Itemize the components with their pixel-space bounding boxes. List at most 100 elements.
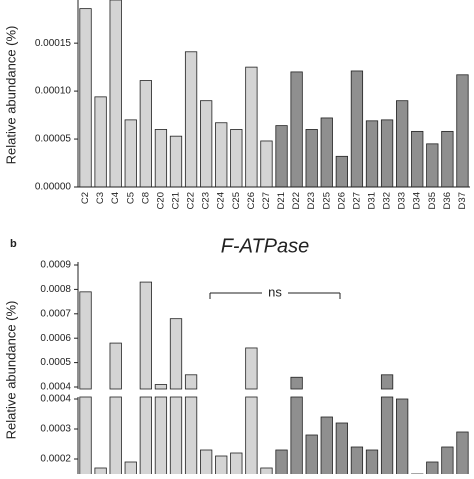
x-tick-label: D31 <box>367 192 378 209</box>
bar <box>109 0 122 188</box>
y-tick-label: 0.00010 <box>35 86 72 97</box>
y-tick-label: 0.00000 <box>35 182 72 193</box>
bar <box>305 434 318 477</box>
bar <box>396 398 409 477</box>
bar-upper <box>154 384 168 390</box>
bar-lower <box>184 396 198 477</box>
bar <box>335 422 348 477</box>
annotation: ns <box>268 284 282 299</box>
bar-lower <box>169 396 183 477</box>
bar <box>441 446 454 477</box>
bar <box>320 117 333 188</box>
bar <box>124 119 137 188</box>
bar-upper <box>139 281 152 390</box>
bar-upper <box>184 374 198 390</box>
y-tick-label: 0.0004 <box>40 382 71 393</box>
bar-upper <box>79 291 92 390</box>
x-tick-label: D26 <box>336 192 347 209</box>
bar-lower <box>139 396 152 477</box>
bar <box>456 431 469 477</box>
x-tick-label: C8 <box>140 192 151 204</box>
y-tick-label: 0.00015 <box>35 38 72 49</box>
x-tick-label: C26 <box>246 192 257 209</box>
x-tick-label: D37 <box>457 192 468 209</box>
bar <box>426 143 439 188</box>
x-tick-label: C3 <box>95 192 106 204</box>
bar <box>380 119 394 188</box>
bar <box>290 71 303 188</box>
bar <box>260 140 273 188</box>
bar <box>411 130 424 188</box>
y-tick-label: 0.0008 <box>40 284 71 295</box>
y-tick-label: 0.0007 <box>40 308 71 319</box>
y-axis-label: Relative abundance (%) <box>3 26 18 165</box>
bar-upper <box>380 374 394 390</box>
bar-upper <box>290 376 303 390</box>
x-tick-label: C24 <box>216 192 227 209</box>
x-tick-label: C4 <box>110 192 121 204</box>
bar <box>320 416 333 477</box>
bar <box>245 66 258 188</box>
bar <box>169 135 183 188</box>
bar <box>124 461 137 477</box>
y-tick-label: 0.0005 <box>40 357 71 368</box>
chart-title: F-ATPase <box>221 235 310 257</box>
x-tick-label: D21 <box>276 192 287 209</box>
bar <box>365 120 379 188</box>
x-tick-label: C5 <box>125 192 136 204</box>
x-tick-label: C2 <box>80 192 91 204</box>
bar-upper <box>109 342 122 390</box>
y-tick-label: 0.0004 <box>40 394 71 405</box>
x-tick-label: D27 <box>351 192 362 209</box>
y-tick-label: 0.0003 <box>40 424 71 435</box>
bar-lower <box>380 396 394 477</box>
x-tick-label: D34 <box>412 192 423 209</box>
x-tick-label: C20 <box>155 192 166 209</box>
x-tick-label: D22 <box>291 192 302 209</box>
bar <box>335 155 348 188</box>
bar <box>230 129 243 188</box>
bar <box>396 100 409 188</box>
bar <box>200 100 213 188</box>
bar <box>260 467 273 477</box>
bar <box>350 70 364 188</box>
y-tick-label: 0.0002 <box>40 454 71 465</box>
y-tick-label: 0.0006 <box>40 333 71 344</box>
bar-lower <box>79 396 92 477</box>
bar <box>79 8 92 188</box>
bar-lower <box>245 396 258 477</box>
bar <box>94 96 107 188</box>
x-tick-label: D36 <box>442 192 453 209</box>
x-tick-label: C21 <box>171 192 182 209</box>
panel-label: b <box>10 238 17 250</box>
x-tick-label: D33 <box>397 192 408 209</box>
bar <box>139 80 152 188</box>
bar <box>275 125 288 188</box>
bar-upper <box>245 347 258 390</box>
significance-bracket: ns <box>209 284 341 299</box>
bar <box>350 446 364 477</box>
bar <box>305 129 318 188</box>
bar <box>275 449 288 477</box>
y-tick-label: 0.0009 <box>40 260 71 271</box>
bar <box>441 130 454 188</box>
bar <box>215 122 228 188</box>
x-tick-label: D25 <box>321 192 332 209</box>
bar-lower <box>290 396 303 477</box>
bar <box>426 461 439 477</box>
bar <box>200 449 213 477</box>
x-tick-label: C27 <box>261 192 272 209</box>
bar <box>215 455 228 477</box>
bar-lower <box>154 396 168 477</box>
y-tick-label: 0.00005 <box>35 134 72 145</box>
bar-lower <box>109 396 122 477</box>
x-tick-label: C22 <box>186 192 197 209</box>
y-axis-label: Relative abundance (%) <box>3 301 18 440</box>
x-tick-label: C23 <box>201 192 212 209</box>
bar <box>230 452 243 477</box>
x-tick-label: D32 <box>382 192 393 209</box>
bar-upper <box>169 318 183 390</box>
x-tick-label: C25 <box>231 192 242 209</box>
bar <box>154 129 168 188</box>
